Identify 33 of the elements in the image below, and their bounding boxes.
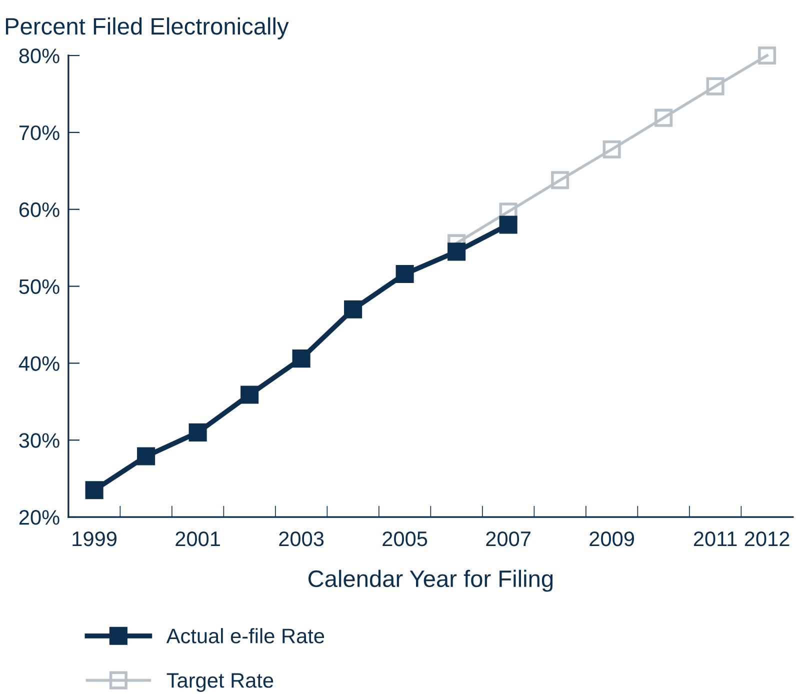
y-tick-label: 40% — [18, 356, 60, 371]
y-tick-label: 70% — [19, 125, 60, 140]
point — [758, 46, 776, 65]
y-tick-label: 20% — [19, 510, 60, 525]
y-tick-label: 50% — [19, 279, 60, 294]
x-tick-label: 2003 — [279, 531, 324, 546]
point — [706, 77, 724, 96]
legend-label: Target Rate — [166, 673, 274, 692]
point — [188, 423, 207, 442]
x-tick-label: 2005 — [382, 531, 428, 546]
x-axis-title: Calendar Year for Filing — [308, 570, 553, 592]
point — [344, 300, 362, 318]
point — [396, 264, 414, 283]
x-tick-label: 2012 — [744, 531, 790, 546]
point — [137, 447, 156, 466]
point — [240, 386, 259, 404]
chart-title: Percent Filed Electronically — [6, 17, 289, 40]
x-tick-label: 1999 — [72, 531, 116, 546]
y-tick-label: 30% — [19, 433, 60, 448]
y-tick-label: 80% — [19, 48, 60, 64]
point — [602, 140, 621, 158]
x-tick-label: 2007 — [486, 531, 530, 546]
point — [551, 171, 570, 190]
point — [499, 216, 518, 234]
x-tick-label: 2001 — [176, 531, 220, 546]
point — [448, 242, 466, 261]
point — [654, 108, 673, 127]
point — [292, 350, 310, 368]
point — [85, 481, 104, 500]
x-tick-label: 2011 — [694, 531, 737, 546]
legend-label: Actual e-file Rate — [166, 628, 324, 644]
x-tick-label: 2009 — [590, 531, 634, 546]
y-tick-label: 60% — [19, 202, 60, 218]
